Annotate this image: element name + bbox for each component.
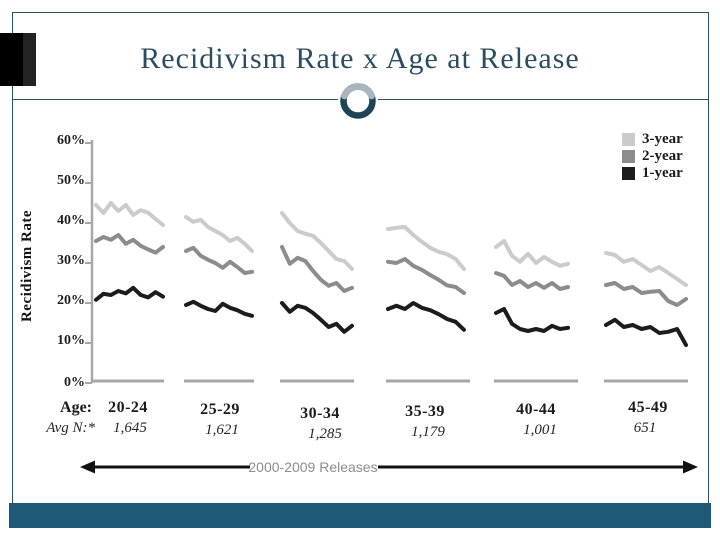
age-group-label: 40-44 (516, 401, 556, 418)
page-title: Recidivism Rate x Age at Release (140, 42, 580, 75)
series-line-2-year-age-40-44 (494, 271, 570, 291)
bottom-accent-bar (9, 503, 711, 528)
age-group-label: 30-34 (300, 405, 340, 422)
series-line-1-year-age-25-29 (184, 299, 254, 318)
x-range-annotation: 2000-2009 Releases (248, 459, 378, 475)
avg-n-value: 1,645 (113, 420, 147, 436)
series-line-1-year-age-30-34 (280, 301, 354, 334)
avg-n-value: 1,001 (523, 422, 557, 438)
age-group-label: 45-49 (628, 399, 668, 416)
legend-label: 1-year (642, 165, 683, 181)
y-tick-label: 60% (57, 133, 85, 148)
age-group-label: 25-29 (200, 401, 240, 418)
y-tick-label: 30% (57, 253, 85, 268)
series-line-2-year-age-30-34 (280, 245, 354, 293)
legend-swatch-1-year (622, 167, 635, 180)
series-line-3-year-age-40-44 (494, 239, 570, 268)
avg-n-value: 1,179 (411, 424, 445, 440)
chart-legend: 3-year 2-year 1-year (622, 131, 683, 182)
age-group-label: 35-39 (405, 403, 445, 420)
corner-accent-block (0, 33, 36, 86)
ring-ornament-icon (338, 80, 378, 120)
series-line-1-year-age-35-39 (386, 301, 466, 332)
avg-n-value: 1,285 (308, 426, 342, 442)
legend-row: 3-year (622, 131, 683, 148)
series-line-2-year-age-35-39 (386, 257, 466, 295)
avg-n-value: 651 (633, 420, 657, 436)
y-tick-label: 20% (57, 293, 85, 308)
series-line-3-year-age-20-24 (94, 201, 165, 227)
avg-n-row-label: Avg N:* (46, 420, 95, 436)
age-group-label: 20-24 (108, 399, 148, 416)
series-line-2-year-age-45-49 (604, 281, 688, 307)
series-line-3-year-age-35-39 (386, 225, 466, 271)
series-line-2-year-age-20-24 (94, 233, 165, 255)
series-line-2-year-age-25-29 (184, 245, 254, 275)
y-tick-label: 10% (57, 333, 85, 348)
avg-n-value: 1,621 (205, 422, 239, 438)
legend-swatch-3-year (622, 133, 635, 146)
legend-label: 2-year (642, 148, 683, 164)
series-line-3-year-age-30-34 (280, 211, 354, 271)
legend-swatch-2-year (622, 150, 635, 163)
series-line-3-year-age-45-49 (604, 251, 688, 287)
series-line-3-year-age-25-29 (184, 215, 254, 253)
age-row-label: Age: (60, 399, 92, 416)
series-line-1-year-age-20-24 (94, 285, 165, 302)
y-tick-label: 0% (64, 375, 85, 390)
y-axis-title: Recidivism Rate (19, 209, 35, 323)
series-line-1-year-age-45-49 (604, 317, 688, 347)
series-line-1-year-age-40-44 (494, 307, 570, 333)
y-tick-label: 50% (57, 173, 85, 188)
y-tick-label: 40% (57, 213, 85, 228)
legend-row: 1-year (622, 165, 683, 182)
legend-row: 2-year (622, 148, 683, 165)
legend-label: 3-year (642, 131, 683, 147)
